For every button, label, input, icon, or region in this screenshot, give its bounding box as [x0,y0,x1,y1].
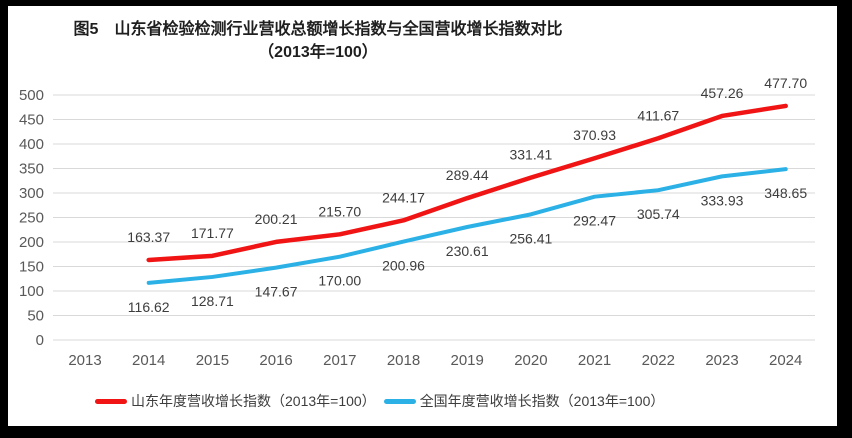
chart-title-block: 图5 山东省检验检测行业营收总额增长指数与全国营收增长指数对比 （2013年=1… [8,18,628,64]
chart-title: 图5 山东省检验检测行业营收总额增长指数与全国营收增长指数对比 [73,21,563,38]
y-axis-tick-label: 500 [19,87,44,104]
data-label-national: 230.61 [446,243,489,259]
x-axis-tick-label: 2019 [451,352,484,369]
y-axis-tick-label: 350 [19,161,44,178]
series-line-national [146,167,788,285]
data-label-shandong: 171.77 [191,225,234,241]
data-label-national: 348.65 [764,185,807,201]
data-label-national: 116.62 [128,299,170,315]
legend-item-shandong: 山东年度营收增长指数（2013年=100） [95,391,376,411]
x-axis-tick-label: 2024 [769,352,802,369]
data-label-shandong: 370.93 [573,127,616,143]
data-label-national: 200.96 [382,258,425,274]
data-label-national: 256.41 [509,230,552,246]
x-axis-tick-label: 2021 [578,352,611,369]
data-label-shandong: 457.26 [701,85,744,101]
data-label-national: 305.74 [637,206,680,222]
data-label-shandong: 244.17 [382,189,425,205]
x-axis-tick-label: 2023 [705,352,738,369]
y-axis-tick-label: 300 [19,185,44,202]
data-label-shandong: 200.21 [255,211,298,227]
x-axis-tick-label: 2018 [387,352,420,369]
y-axis-tick-label: 200 [19,234,44,251]
data-label-national: 170.00 [318,273,361,289]
data-label-shandong: 477.70 [764,75,807,91]
x-axis-tick-label: 2017 [323,352,356,369]
x-axis-tick-label: 2022 [642,352,675,369]
legend-label: 山东年度营收增长指数（2013年=100） [131,393,376,409]
data-label-shandong: 289.44 [446,167,489,183]
y-axis-tick-label: 150 [19,259,44,276]
line-chart-plot: 0 50 100 150 200 250 300 350 400 450 500 2013 2014 20… [19,75,815,369]
data-label-shandong: 163.37 [127,229,170,245]
x-axis-tick-label: 2014 [132,352,165,369]
data-label-shandong: 215.70 [318,203,361,219]
legend-label: 全国年度营收增长指数（2013年=100） [419,393,665,409]
legend-dash-icon [383,398,416,404]
data-label-shandong: 411.67 [637,107,679,123]
legend-item-national: 全国年度营收增长指数（2013年=100） [383,391,665,411]
y-axis-tick-label: 50 [27,308,44,325]
y-axis-tick-label: 450 [19,112,44,129]
x-axis-tick-label: 2013 [68,352,101,369]
data-label-national: 333.93 [701,192,744,208]
chart-legend: 山东年度营收增长指数（2013年=100） 全国年度营收增长指数（2013年=10… [95,391,672,411]
chart-canvas: 0 50 100 150 200 250 300 350 400 450 500 2013 2014 20… [8,6,837,426]
x-axis-tick-label: 2016 [259,352,292,369]
data-label-national: 128.71 [191,293,234,309]
chart-subtitle: （2013年=100） [258,44,378,61]
x-axis-tick-label: 2015 [196,352,229,369]
data-label-national: 147.67 [255,284,298,300]
y-axis-tick-label: 100 [19,283,44,300]
y-axis-tick-label: 250 [19,210,44,227]
x-axis-tick-label: 2020 [514,352,547,369]
data-label-shandong: 331.41 [509,147,552,163]
series-line-shandong [146,103,788,263]
data-label-national: 292.47 [573,213,616,229]
y-axis-tick-label: 400 [19,136,44,153]
legend-dash-icon [95,398,127,404]
y-axis-tick-label: 0 [36,332,44,349]
